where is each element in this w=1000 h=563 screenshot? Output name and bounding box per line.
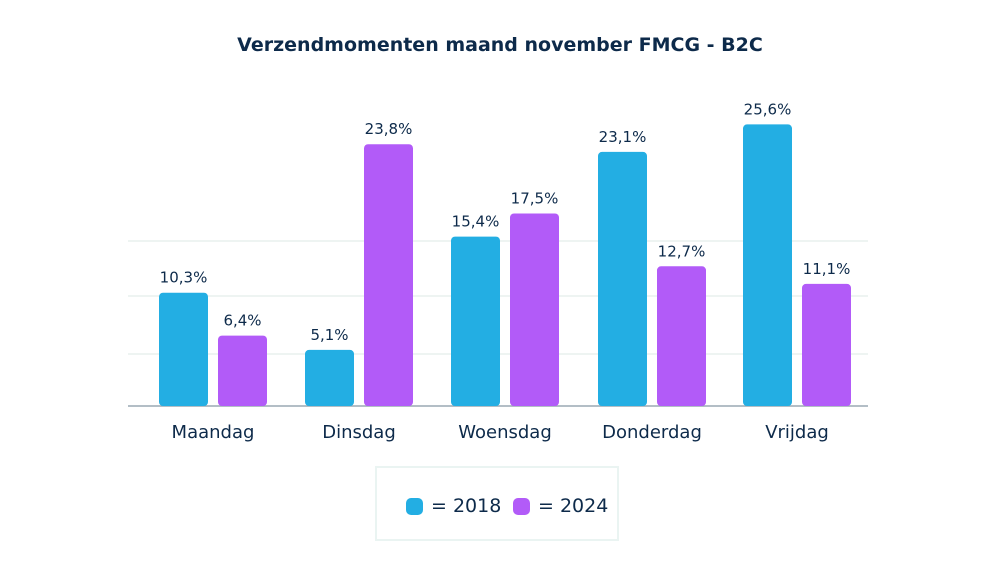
bar-2018-vrijdag	[743, 124, 792, 407]
bar-2024-maandag	[218, 335, 267, 406]
data-label-2018-maandag: 10,3%	[160, 269, 208, 287]
data-label-2024-donderdag: 12,7%	[658, 242, 706, 260]
data-label-2024-woensdag: 17,5%	[511, 190, 559, 208]
x-tick-label-woensdag: Woensdag	[458, 422, 552, 443]
legend-label-2018: = 2018	[431, 495, 502, 517]
x-tick-label-dinsdag: Dinsdag	[322, 422, 396, 443]
x-tick-label-donderdag: Donderdag	[602, 422, 702, 443]
data-label-2024-dinsdag: 23,8%	[365, 120, 413, 138]
bar-2018-dinsdag	[305, 349, 354, 406]
data-label-2018-dinsdag: 5,1%	[310, 326, 348, 344]
bar-2018-maandag	[159, 292, 208, 406]
bar-2024-woensdag	[510, 213, 559, 406]
legend-swatch-2024	[513, 497, 530, 515]
bar-2018-woensdag	[451, 236, 500, 406]
legend-label-2024: = 2024	[538, 495, 609, 517]
legend-swatch-2018	[406, 497, 423, 515]
data-label-2018-woensdag: 15,4%	[452, 213, 500, 231]
bar-2018-donderdag	[598, 151, 647, 406]
data-label-2018-vrijdag: 25,6%	[744, 100, 792, 118]
bar-2024-vrijdag	[802, 283, 851, 406]
data-label-2024-maandag: 6,4%	[223, 312, 261, 330]
x-tick-label-maandag: Maandag	[172, 422, 255, 443]
data-label-2024-vrijdag: 11,1%	[803, 260, 851, 278]
data-label-2018-donderdag: 23,1%	[599, 128, 647, 146]
legend: = 2018 = 2024	[375, 466, 619, 541]
bar-2024-dinsdag	[364, 144, 413, 406]
chart-title: Verzendmomenten maand november FMCG - B2…	[237, 34, 763, 56]
x-tick-label-vrijdag: Vrijdag	[765, 422, 829, 443]
bar-2024-donderdag	[657, 266, 706, 406]
legend-item-2024: = 2024	[513, 495, 608, 517]
legend-item-2018: = 2018	[406, 495, 501, 517]
